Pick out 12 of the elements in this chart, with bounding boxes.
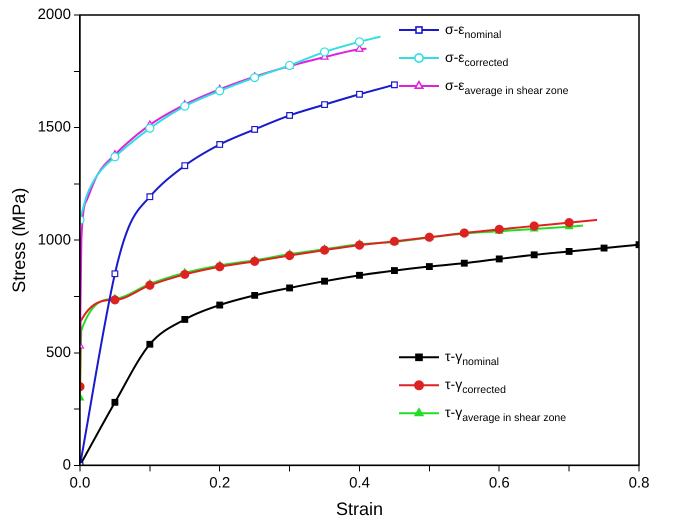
- y-tick-label: 2000: [38, 6, 71, 24]
- x-tick-label: 0.2: [209, 474, 230, 492]
- x-tick-label: 0.6: [488, 474, 510, 492]
- y-tick-label: 0: [62, 456, 71, 474]
- x-tick-label: 0.8: [628, 474, 650, 492]
- y-tick-label: 500: [46, 344, 71, 361]
- y-axis-title: Stress (MPa): [8, 188, 29, 293]
- y-tick-label: 1500: [38, 118, 71, 136]
- x-tick-label: 0.0: [70, 474, 90, 492]
- x-tick-label: 0.4: [349, 474, 370, 492]
- x-axis-title: Strain: [336, 499, 383, 520]
- y-tick-label: 1000: [38, 231, 71, 248]
